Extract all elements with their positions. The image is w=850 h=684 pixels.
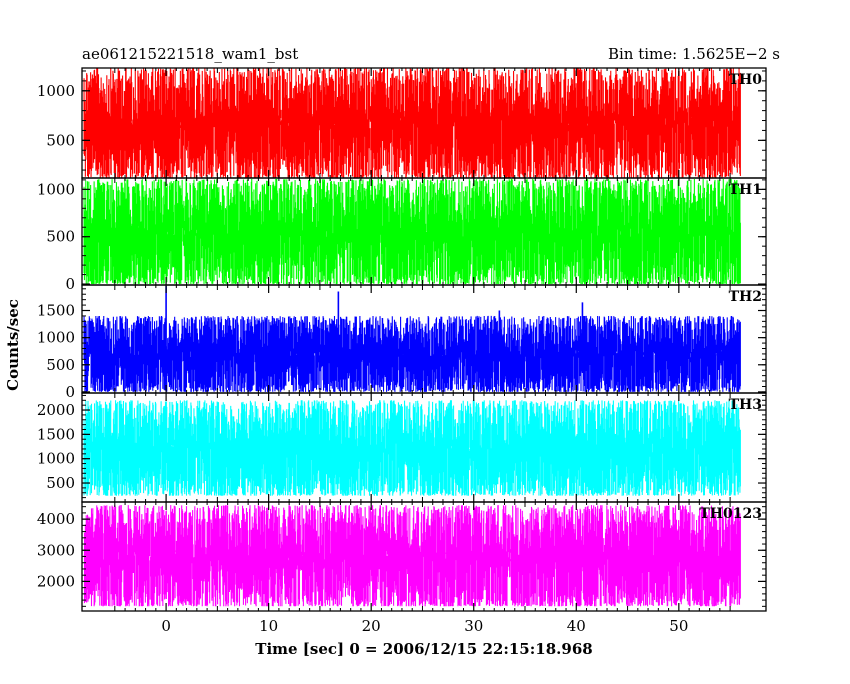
y-tick-label: 500 <box>46 131 75 149</box>
panel-th0123: 2000 3000 4000 TH0123 <box>37 501 767 612</box>
y-tick-label: 0 <box>65 383 75 401</box>
panel-label-th0123: TH0123 <box>699 506 762 522</box>
x-tick-label: 20 <box>362 617 381 635</box>
y-tick-label: 4000 <box>37 510 75 528</box>
series-th0 <box>83 68 741 178</box>
panel-label-th2: TH2 <box>729 289 762 305</box>
series-th1 <box>83 178 741 285</box>
bin-time-label: Bin time: 1.5625E−2 s <box>608 45 780 63</box>
x-axis-group: 0 10 20 30 40 50 <box>161 617 688 635</box>
y-axis-title: Counts/sec <box>4 299 22 391</box>
x-tick-label: 10 <box>259 617 278 635</box>
panel-label-th3: TH3 <box>729 397 762 413</box>
panel-th3: 500 1000 1500 2000 TH3 <box>37 392 767 503</box>
panel-label-th0: TH0 <box>729 72 763 88</box>
x-tick-label: 30 <box>464 617 483 635</box>
y-tick-label: 1000 <box>37 329 75 347</box>
panel-label-th1: TH1 <box>729 182 762 198</box>
y-tick-label: 500 <box>46 474 75 492</box>
y-tick-label: 1500 <box>37 302 75 320</box>
y-tick-label: 500 <box>46 228 75 246</box>
y-tick-label: 2000 <box>37 401 75 419</box>
y-tick-label: 500 <box>46 356 75 374</box>
x-tick-label: 50 <box>669 617 688 635</box>
x-tick-label: 0 <box>161 617 171 635</box>
panels-group: 500 1000 TH0 0 500 1000 TH1 0 500 1000 1500 TH2 500 1… <box>37 67 767 612</box>
y-tick-label: 2000 <box>37 572 75 590</box>
chart-title: ae061215221518_wam1_bst <box>82 45 298 63</box>
y-tick-label: 1500 <box>37 425 75 443</box>
series-th0123 <box>83 505 741 607</box>
x-axis-title: Time [sec] 0 = 2006/12/15 22:15:18.968 <box>255 640 592 658</box>
panel-th1: 0 500 1000 TH1 <box>37 177 767 293</box>
y-tick-label: 1000 <box>37 82 75 100</box>
y-tick-label: 1000 <box>37 450 75 468</box>
panel-th2: 0 500 1000 1500 TH2 <box>37 284 767 401</box>
x-tick-label: 40 <box>567 617 586 635</box>
panel-th0: 500 1000 TH0 <box>37 67 767 179</box>
y-tick-label: 3000 <box>37 541 75 559</box>
y-tick-label: 1000 <box>37 180 75 198</box>
series-th3 <box>83 400 741 496</box>
series-th2 <box>83 315 741 392</box>
y-tick-label: 0 <box>65 275 75 293</box>
